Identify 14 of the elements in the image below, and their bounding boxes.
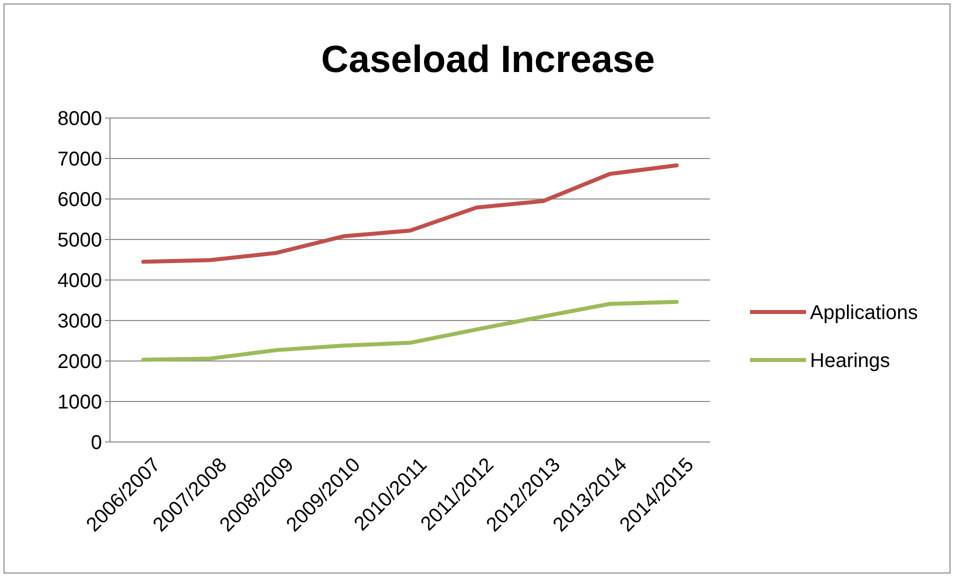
line-series bbox=[141, 163, 679, 264]
y-tick-label: 6000 bbox=[58, 189, 102, 211]
legend-label: Applications bbox=[810, 302, 918, 324]
y-tick-label: 2000 bbox=[58, 351, 102, 373]
y-tick-label: 0 bbox=[90, 432, 102, 454]
line-series bbox=[141, 300, 679, 362]
legend-label: Hearings bbox=[810, 350, 890, 372]
y-tick-label: 5000 bbox=[58, 230, 102, 252]
chart-title: Caseload Increase bbox=[321, 39, 655, 81]
y-tick-label: 7000 bbox=[58, 148, 102, 170]
y-tick-label: 3000 bbox=[58, 310, 102, 332]
y-tick-label: 1000 bbox=[58, 392, 102, 414]
y-tick-label: 4000 bbox=[58, 270, 102, 292]
y-tick-label: 8000 bbox=[58, 108, 102, 130]
